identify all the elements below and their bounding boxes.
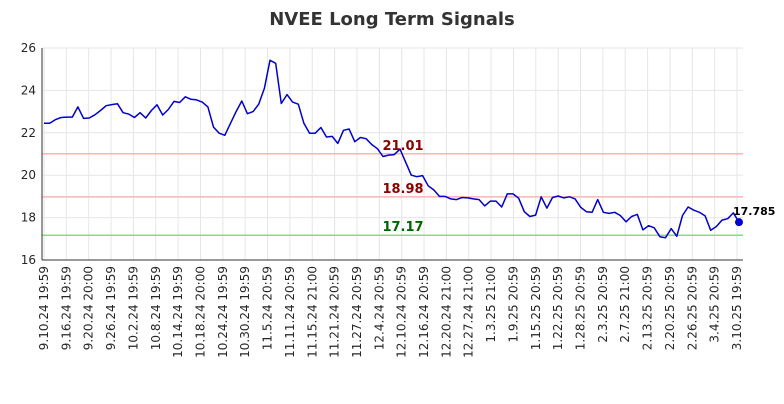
x-tick-label: 9.10.24 19:59 [37, 266, 51, 350]
x-tick-label: 1.15.25 20:59 [529, 266, 543, 350]
axes: 16 18 20 22 24 26 9.10.24 19:59 9.16.24 19:59 9.… [21, 41, 744, 358]
reference-line-label: 18.98 [382, 182, 423, 197]
x-tick-label: 1.9.25 20:59 [506, 266, 520, 343]
x-tick-label: 11.15.24 21:00 [305, 266, 319, 358]
x-tick-label: 11.5.24 20:59 [261, 266, 275, 350]
x-tick-label: 2.20.25 20:59 [663, 266, 677, 350]
x-tick-label: 1.3.25 21:00 [484, 266, 498, 343]
x-tick-label: 10.2.24 19:59 [126, 266, 140, 350]
labels: 21.01 18.98 17.17 17.785 [382, 139, 775, 235]
y-tick-label: 22 [21, 126, 36, 140]
y-tick-label: 16 [21, 253, 36, 267]
x-tick-label: 2.13.25 20:59 [641, 266, 655, 350]
x-tick-label: 1.22.25 20:59 [551, 266, 565, 350]
y-tick-label: 26 [21, 41, 36, 55]
x-tick-label: 2.3.25 20:59 [596, 266, 610, 343]
x-tick-label: 3.10.25 19:59 [730, 266, 744, 350]
x-tick-label: 12.27.24 21:00 [462, 266, 476, 358]
y-tick-label: 24 [21, 83, 36, 97]
x-tick-label: 10.14.24 19:59 [171, 266, 185, 358]
x-tick-label: 1.28.25 20:59 [574, 266, 588, 350]
x-tick-label: 2.7.25 21:00 [618, 266, 632, 343]
series-line [44, 59, 740, 239]
x-tick-label: 11.21.24 20:59 [328, 266, 342, 358]
x-tick-label: 9.20.24 20:00 [82, 266, 96, 350]
x-tick-label: 9.26.24 19:59 [104, 266, 118, 350]
y-tick-label: 18 [21, 211, 36, 225]
last-value-label: 17.785 [733, 205, 775, 218]
x-tick-label: 10.18.24 20:00 [193, 266, 207, 358]
x-tick-label: 10.30.24 19:59 [238, 266, 252, 358]
x-tick-label: 12.20.24 21:00 [439, 266, 453, 358]
x-tick-label: 12.10.24 20:59 [395, 266, 409, 358]
x-tick-label: 9.16.24 19:59 [59, 266, 73, 350]
series-group [44, 59, 743, 239]
reference-line-label: 21.01 [382, 139, 423, 154]
x-tick-label: 12.16.24 20:59 [417, 266, 431, 358]
x-tick-label: 3.4.25 20:59 [708, 266, 722, 343]
reference-line-label: 17.17 [382, 220, 423, 235]
x-tick-label: 2.26.25 20:59 [685, 266, 699, 350]
reference-lines [42, 153, 743, 236]
x-tick-label: 11.27.24 20:59 [350, 266, 364, 358]
last-point-marker [735, 218, 743, 227]
x-tick-label: 10.8.24 19:59 [149, 266, 163, 350]
y-tick-label: 20 [21, 168, 36, 182]
x-tick-label: 10.24.24 19:59 [216, 266, 230, 358]
x-tick-label: 12.4.24 20:59 [372, 266, 386, 350]
x-tick-label: 11.11.24 20:59 [283, 266, 297, 358]
chart-title: NVEE Long Term Signals [269, 9, 515, 30]
